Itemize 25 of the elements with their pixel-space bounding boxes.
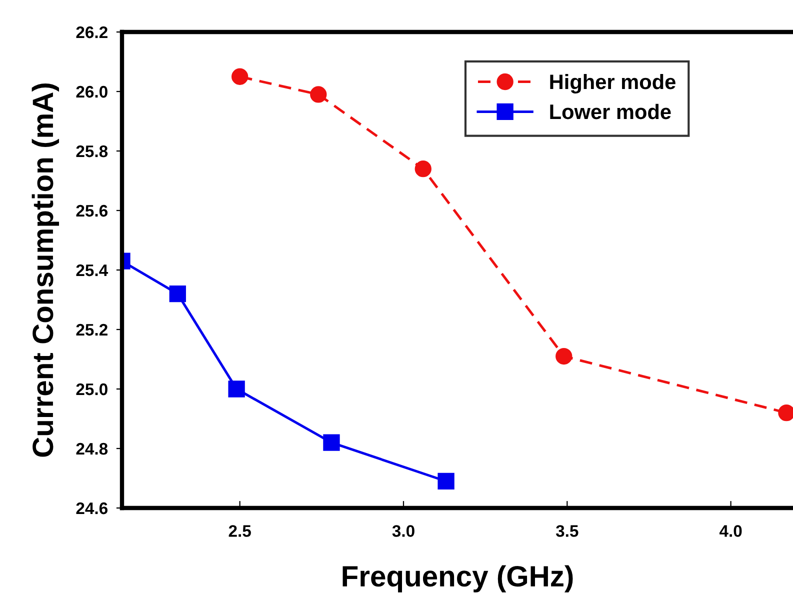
x-tick-label: 4.0 — [719, 525, 742, 537]
y-tick-label: 24.6 — [76, 502, 108, 514]
y-tick-label: 25.2 — [76, 324, 108, 336]
y-tick-label: 25.4 — [76, 264, 108, 276]
point — [232, 68, 248, 85]
y-tick-label: 24.8 — [76, 442, 108, 455]
y-tick-label: 25.6 — [76, 204, 108, 217]
legend-label: Lower mode — [550, 104, 671, 120]
x-tick-label: 3.0 — [392, 525, 414, 537]
point — [310, 86, 327, 103]
y-axis-title: Current Consumption (mA) — [32, 83, 60, 457]
point — [438, 472, 454, 490]
y-tick-label: 25.0 — [76, 383, 108, 396]
point — [556, 348, 572, 365]
y-tick-label: 26.0 — [76, 86, 108, 98]
legend-label: Higher mode — [550, 74, 676, 94]
point — [169, 285, 186, 302]
x-tick-label: 3.5 — [556, 525, 578, 537]
point — [414, 160, 432, 178]
y-tick-label: 25.8 — [76, 145, 108, 158]
point — [323, 434, 340, 451]
point — [228, 380, 245, 398]
y-tick-label: 26.2 — [76, 26, 108, 38]
x-axis-title: Frequency (GHz) — [342, 565, 573, 592]
x-tick-label: 2.5 — [228, 525, 251, 537]
